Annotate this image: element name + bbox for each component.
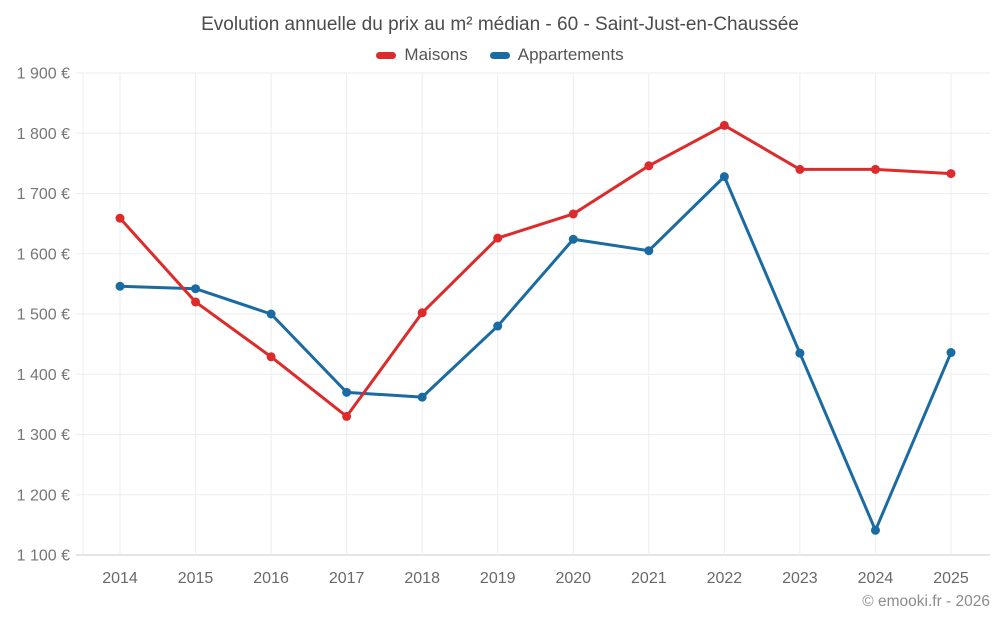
point-maisons-2014[interactable] (115, 213, 125, 223)
point-maisons-2016[interactable] (266, 352, 276, 362)
chart-title: Evolution annuelle du prix au m² médian … (201, 14, 799, 35)
point-appartements-2014[interactable] (115, 281, 125, 291)
x-tick-label-2015: 2015 (178, 570, 214, 587)
point-maisons-2020[interactable] (568, 209, 578, 219)
appartements-swatch-icon (489, 51, 510, 59)
series-line-appartements (118, 175, 953, 532)
point-appartements-2016[interactable] (266, 309, 276, 319)
series-line-maisons (118, 123, 953, 418)
point-maisons-2025[interactable] (946, 169, 956, 179)
y-tick-label: 1 600 € (17, 246, 70, 263)
y-tick-label: 1 700 € (17, 186, 70, 203)
y-tick-label: 1 800 € (17, 126, 70, 143)
chart-legend: Maisons Appartements (0, 45, 1000, 65)
point-appartements-2022[interactable] (719, 172, 729, 182)
point-appartements-2017[interactable] (342, 387, 352, 397)
x-tick-label-2014: 2014 (102, 570, 138, 587)
x-tick-label-2023: 2023 (782, 570, 818, 587)
y-tick-label: 1 200 € (17, 487, 70, 504)
point-appartements-2023[interactable] (795, 348, 805, 358)
legend-item-maisons[interactable]: Maisons (376, 45, 468, 65)
y-tick-label: 1 500 € (17, 307, 70, 324)
legend-label-appartements: Appartements (517, 45, 624, 64)
y-tick-label: 1 300 € (17, 427, 70, 444)
y-tick-label: 1 100 € (17, 548, 70, 565)
point-maisons-2024[interactable] (870, 164, 880, 174)
legend-item-appartements[interactable]: Appartements (489, 45, 624, 65)
x-tick-label-2020: 2020 (555, 570, 591, 587)
point-maisons-2015[interactable] (191, 297, 201, 307)
x-tick-label-2025: 2025 (933, 570, 969, 587)
point-appartements-2018[interactable] (417, 392, 427, 402)
point-maisons-2018[interactable] (417, 308, 427, 318)
point-appartements-2024[interactable] (870, 525, 880, 535)
point-maisons-2022[interactable] (719, 120, 729, 130)
x-tick-label-2018: 2018 (404, 570, 440, 587)
x-tick-label-2016: 2016 (253, 570, 289, 587)
x-tick-label-2019: 2019 (480, 570, 516, 587)
x-tick-label-2022: 2022 (707, 570, 743, 587)
point-maisons-2017[interactable] (342, 411, 352, 421)
point-maisons-2021[interactable] (644, 161, 654, 171)
point-appartements-2021[interactable] (644, 246, 654, 256)
point-appartements-2015[interactable] (191, 284, 201, 294)
y-tick-label: 1 900 € (17, 66, 70, 83)
x-tick-label-2024: 2024 (858, 570, 894, 587)
point-appartements-2025[interactable] (946, 348, 956, 358)
point-maisons-2019[interactable] (493, 233, 503, 243)
point-maisons-2023[interactable] (795, 164, 805, 174)
y-tick-label: 1 400 € (17, 367, 70, 384)
x-tick-label-2021: 2021 (631, 570, 667, 587)
point-appartements-2019[interactable] (493, 321, 503, 331)
point-appartements-2020[interactable] (568, 234, 578, 244)
x-tick-label-2017: 2017 (329, 570, 365, 587)
copyright-text: © emooki.fr - 2026 (862, 593, 990, 610)
maisons-swatch-icon (376, 51, 397, 59)
legend-label-maisons: Maisons (404, 45, 468, 64)
